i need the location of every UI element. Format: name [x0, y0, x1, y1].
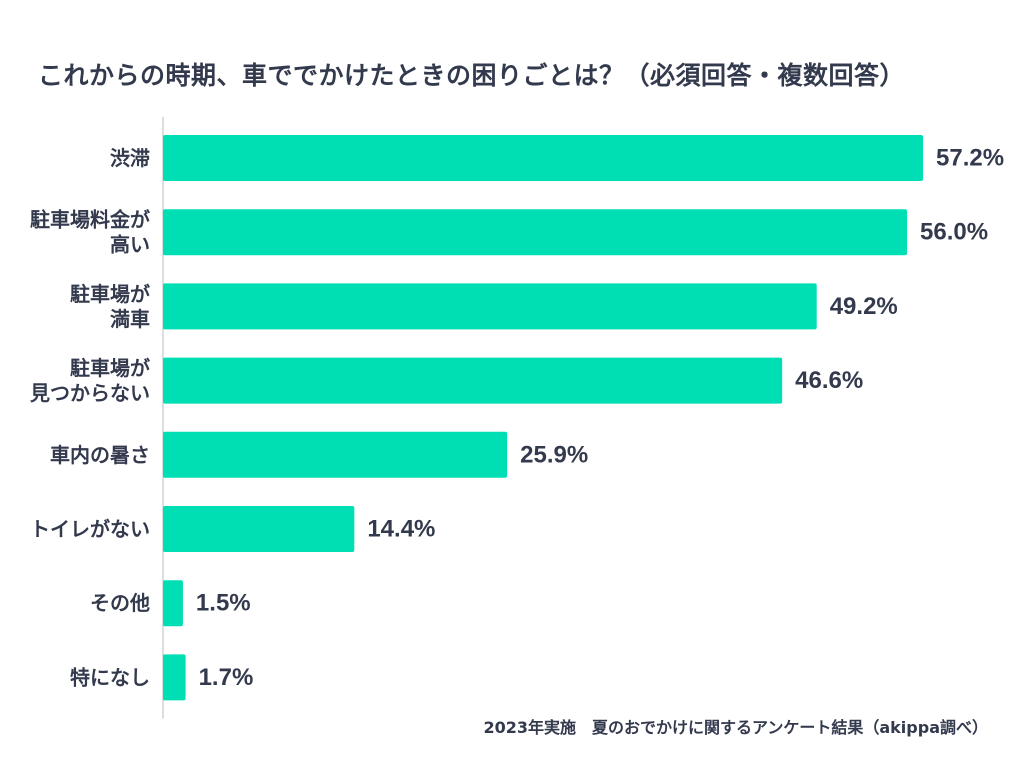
tick-label: 渋滞 [110, 146, 150, 170]
data-label: 57.2% [936, 145, 1004, 172]
tick-label: 駐車場が見つからない [30, 356, 150, 405]
bar [163, 209, 908, 256]
bar [163, 283, 817, 330]
source-footnote: 2023年実施 夏のおでかけに関するアンケート結果（akippa調べ） [483, 718, 988, 737]
tick-label: 駐車場が満車 [70, 282, 150, 331]
data-label: 1.7% [199, 664, 254, 691]
bar [163, 431, 508, 478]
data-label: 25.9% [520, 441, 588, 468]
bar [163, 506, 355, 552]
bar [163, 654, 186, 701]
data-label: 1.5% [196, 590, 251, 617]
data-label: 46.6% [795, 367, 863, 394]
tick-label: その他 [90, 591, 150, 615]
chart-title: これからの時期、車ででかけたときの困りごとは？（必須回答・複数回答） [38, 61, 906, 90]
tick-label: 車内の暑さ [50, 443, 150, 467]
bar [163, 357, 783, 404]
tick-label: 駐車場料金が高い [30, 208, 150, 257]
bar [163, 580, 183, 627]
tick-label: トイレがない [30, 517, 150, 541]
data-label: 56.0% [920, 219, 988, 246]
tick-label: 特になし [70, 665, 150, 689]
data-label: 49.2% [830, 293, 898, 320]
data-label: 14.4% [367, 516, 435, 543]
bar [163, 135, 923, 181]
